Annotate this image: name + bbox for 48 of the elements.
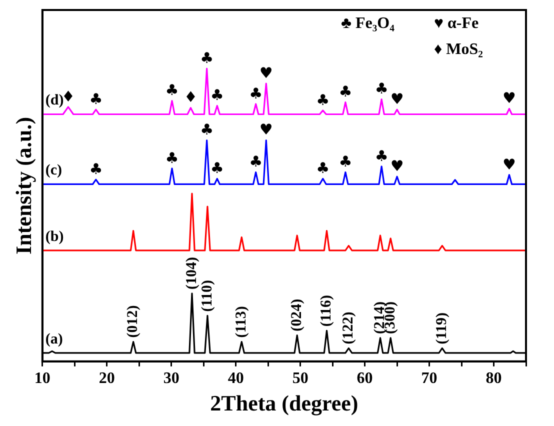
text: ♣ Fe₃O₄: [341, 15, 395, 32]
annotation: ♣: [316, 90, 330, 109]
x-tick-label: 10: [34, 370, 50, 388]
annotation: (122): [340, 312, 357, 344]
annotation: ♣: [338, 82, 352, 101]
annotation: ♣: [165, 81, 179, 100]
x-tick-label: 80: [486, 370, 502, 388]
x-tick-label: 60: [356, 370, 373, 388]
series-label: (a): [45, 331, 63, 348]
x-tick-label: 70: [421, 370, 438, 388]
text: ♥ α-Fe: [434, 15, 479, 32]
text: ♦ MoS₂: [434, 41, 484, 58]
annotation: ♣: [200, 48, 214, 67]
annotation: (119): [434, 312, 450, 344]
annotation: ♣: [210, 159, 224, 178]
annotation: ♣: [89, 160, 103, 178]
x-tick-label: 50: [292, 370, 308, 388]
annotation: ♣: [200, 120, 214, 139]
annotation: (012): [125, 305, 142, 338]
annotation: ♥: [259, 120, 273, 139]
x-tick-label: 40: [228, 370, 244, 388]
annotation: ♣: [374, 146, 388, 165]
annotation: ♣: [249, 152, 263, 171]
annotation: (116): [318, 294, 335, 327]
annotation: ♦: [184, 88, 198, 106]
x-tick-label: 20: [98, 370, 115, 388]
annotation: ♣: [210, 86, 224, 104]
annotation: (024): [288, 298, 305, 332]
annotation: ♥: [390, 90, 404, 108]
series-label: (b): [45, 228, 64, 245]
annotation: (104): [184, 256, 200, 290]
annotation: (110): [199, 280, 216, 312]
series-label: (c): [45, 162, 62, 179]
y-axis-title: Intensity (a.u.): [10, 116, 36, 254]
series-label: (d): [45, 92, 64, 109]
annotation: ♣: [316, 159, 330, 178]
annotation: ♥: [259, 64, 273, 82]
annotation: (113): [234, 306, 250, 338]
annotation: ♥: [502, 89, 516, 108]
x-tick-label: 30: [163, 370, 180, 388]
annotation: ♣: [338, 152, 352, 171]
annotation: ♥: [502, 155, 516, 174]
annotation: ♣: [249, 84, 263, 102]
annotation: ♥: [390, 157, 404, 176]
annotation: ♣: [89, 90, 103, 108]
x-axis-title: 2Theta (degree): [210, 390, 358, 416]
annotation: ♣: [374, 80, 388, 98]
annotation: ♣: [165, 148, 179, 167]
